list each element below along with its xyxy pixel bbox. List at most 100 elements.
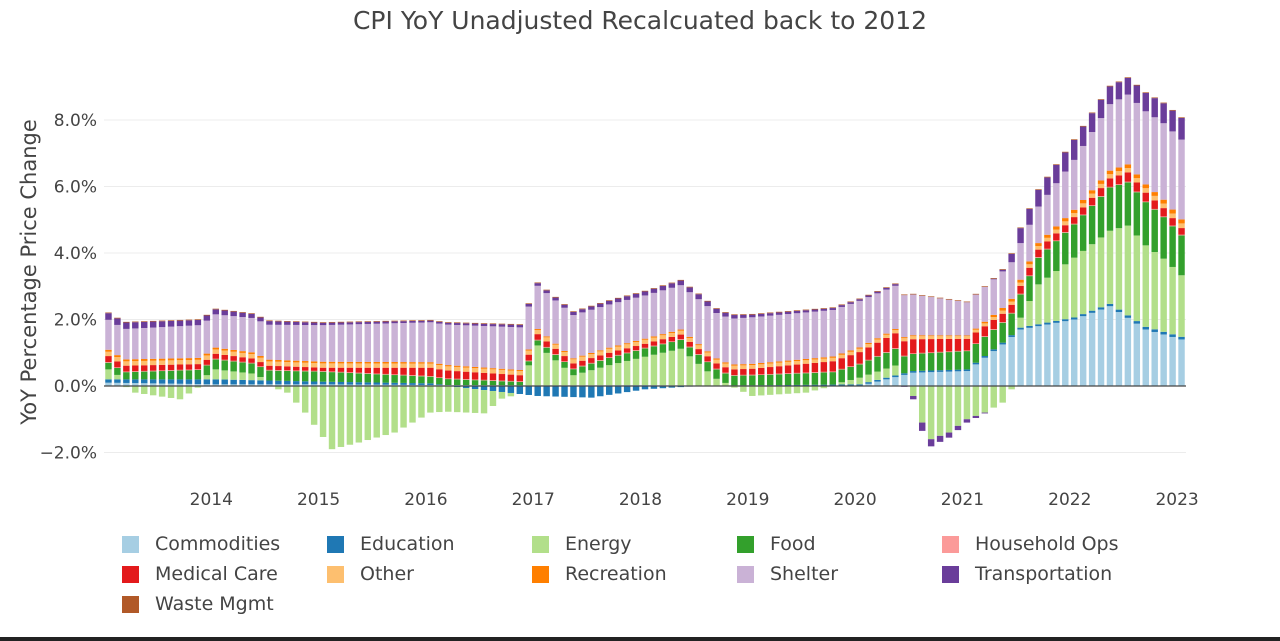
legend-item[interactable]: Waste Mgmt — [122, 592, 274, 616]
bar-segment — [319, 371, 327, 372]
bar-segment — [257, 357, 264, 363]
bar-segment — [158, 383, 166, 386]
bar-segment — [1097, 196, 1105, 238]
bar-segment — [194, 357, 202, 360]
bar-segment — [203, 359, 211, 365]
bar-segment — [185, 370, 193, 380]
bar-segment — [606, 365, 613, 386]
legend-item[interactable]: Education — [327, 532, 455, 556]
bottom-border — [0, 637, 1280, 641]
bar-segment — [972, 362, 980, 365]
bar-segment — [1142, 326, 1149, 330]
bar-segment — [221, 354, 228, 360]
bar-segment — [1035, 246, 1042, 250]
bar-segment — [650, 288, 658, 289]
x-tick-label: 2020 — [833, 490, 876, 510]
bar-segment — [766, 367, 774, 374]
bar-segment — [310, 381, 318, 385]
bar-segment — [614, 302, 622, 346]
bar-segment — [722, 382, 729, 386]
bar-segment — [1106, 187, 1114, 231]
bar-segment — [758, 316, 765, 364]
bar-segment — [552, 296, 559, 298]
bar-segment — [749, 386, 756, 396]
bar-segment — [319, 322, 327, 323]
bar-segment — [507, 386, 515, 393]
bar-segment — [1026, 261, 1033, 265]
bar-segment — [1017, 279, 1024, 283]
bar-segment — [936, 336, 944, 339]
bar-segment — [1106, 178, 1114, 187]
bar-segment — [588, 305, 595, 307]
bar-segment — [445, 386, 452, 412]
bar-segment — [606, 357, 613, 358]
bar-segment — [659, 339, 667, 344]
legend-item[interactable]: Food — [737, 532, 816, 556]
bar-segment — [802, 373, 810, 385]
legend-item[interactable]: Transportation — [942, 562, 1112, 586]
bar-segment — [766, 362, 774, 364]
bar-segment — [328, 384, 336, 386]
bar-segment — [1026, 301, 1033, 326]
bar-segment — [820, 384, 828, 386]
legend-item[interactable]: Shelter — [737, 562, 838, 586]
bar-segment — [176, 360, 184, 365]
bar-segment — [212, 384, 219, 386]
bar-segment — [293, 384, 300, 386]
bar-segment — [1053, 322, 1060, 386]
bar-segment — [445, 322, 452, 323]
bar-segment — [1151, 97, 1158, 99]
legend-item[interactable]: Other — [327, 562, 414, 586]
bar-segment — [802, 363, 810, 373]
bar-segment — [695, 349, 702, 355]
bar-segment — [775, 386, 783, 395]
bar-segment — [704, 362, 711, 372]
bar-segment — [400, 375, 407, 383]
bar-segment — [293, 324, 300, 361]
legend-item[interactable]: Recreation — [532, 562, 667, 586]
bar-segment — [123, 322, 130, 329]
bar-segment — [865, 297, 872, 343]
bar-segment — [239, 372, 246, 380]
bar-segment — [337, 321, 345, 323]
legend-item[interactable]: Medical Care — [122, 562, 278, 586]
bar-segment — [543, 341, 550, 347]
bar-segment — [883, 368, 890, 378]
bar-segment — [910, 339, 917, 354]
legend-item[interactable]: Commodities — [122, 532, 280, 556]
bar-segment — [1124, 94, 1132, 165]
bar-segment — [1106, 170, 1114, 175]
legend-item[interactable]: Household Ops — [942, 532, 1119, 556]
bar-segment — [740, 374, 747, 376]
bar-segment — [310, 367, 318, 371]
bar-segment — [1178, 275, 1185, 337]
bar-segment — [355, 322, 363, 325]
bar-segment — [1151, 331, 1158, 386]
bar-segment — [802, 360, 810, 364]
bar-segment — [632, 293, 640, 294]
bar-segment — [418, 362, 425, 364]
bar-segment — [123, 359, 130, 362]
bar-segment — [194, 386, 202, 388]
legend-label: Education — [360, 533, 455, 555]
bar-segment — [1053, 320, 1060, 323]
bar-segment — [319, 384, 327, 386]
legend-item[interactable]: Energy — [532, 532, 632, 556]
bar-segment — [1151, 209, 1158, 252]
bar-segment — [945, 338, 953, 352]
bar-segment — [471, 323, 479, 326]
bar-segment — [364, 382, 372, 385]
bar-segment — [811, 372, 819, 373]
bar-segment — [597, 351, 604, 356]
bar-segment — [1008, 336, 1015, 386]
bar-segment — [1160, 103, 1167, 124]
bar-segment — [802, 312, 810, 359]
bar-segment — [999, 322, 1006, 323]
bar-segment — [1079, 203, 1087, 208]
bar-segment — [731, 375, 738, 376]
bar-segment — [176, 326, 184, 359]
bar-series — [105, 77, 1185, 450]
bar-segment — [1106, 85, 1114, 87]
bar-segment — [480, 367, 488, 369]
bar-segment — [561, 386, 568, 397]
